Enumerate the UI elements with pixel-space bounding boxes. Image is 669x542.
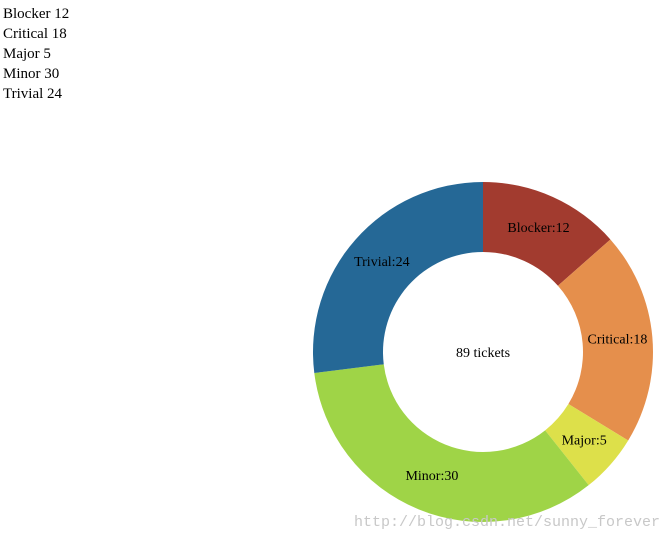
slice-label: Blocker:12 xyxy=(507,221,569,236)
slice-label: Minor:30 xyxy=(405,469,458,484)
slice-label: Trivial:24 xyxy=(354,255,410,270)
slice-label: Major:5 xyxy=(562,434,607,449)
center-label: 89 tickets xyxy=(456,346,510,361)
slice-label: Critical:18 xyxy=(588,332,648,347)
summary-item: Major 5 xyxy=(3,46,51,62)
summary-item: Blocker 12 xyxy=(3,6,70,22)
summary-list: Blocker 12 Critical 18 Major 5 Minor 30 Triv… xyxy=(3,4,69,104)
donut-slice xyxy=(557,239,654,441)
donut-slice xyxy=(314,364,589,523)
donut-slice xyxy=(545,404,629,486)
watermark: http://blog.csdn.net/sunny_forever xyxy=(354,514,660,531)
donut-slice xyxy=(483,182,611,286)
donut-slice xyxy=(313,182,483,373)
summary-item: Minor 30 xyxy=(3,66,60,82)
summary-item: Critical 18 xyxy=(3,26,67,42)
summary-item: Trivial 24 xyxy=(3,86,63,102)
